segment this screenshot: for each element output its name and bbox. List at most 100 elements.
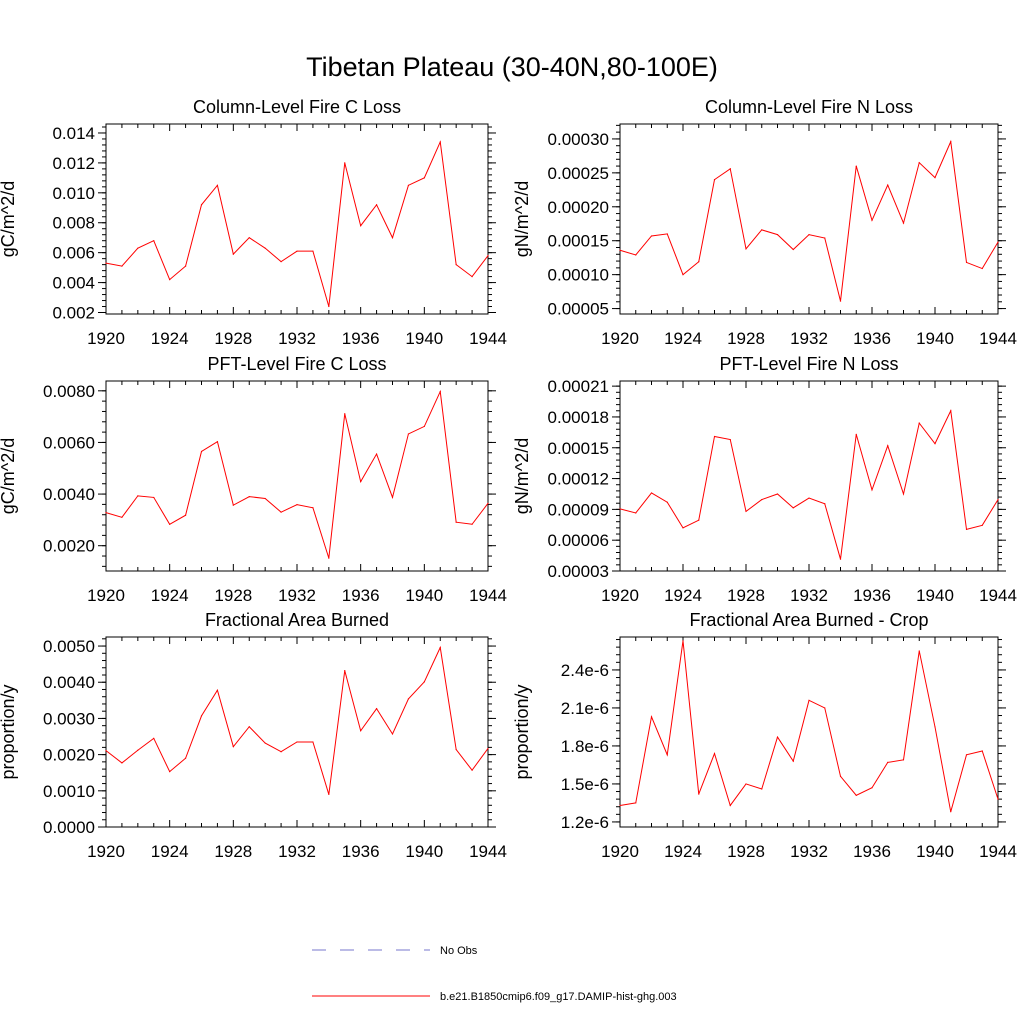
data-point (375, 204, 378, 206)
data-point (619, 508, 621, 510)
x-tick-label: 1928 (214, 842, 252, 861)
data-point (698, 519, 700, 521)
x-tick-label: 1936 (342, 842, 380, 861)
data-point (761, 229, 763, 231)
x-tick-label: 1936 (853, 329, 891, 348)
data-point (264, 497, 266, 500)
x-tick-label: 1924 (664, 586, 702, 605)
data-point (981, 750, 983, 752)
data-point (360, 730, 362, 732)
data-point (407, 698, 410, 700)
chart-panel-5: Fractional Area Burned proportion/y 1920 19… (0, 610, 507, 861)
y-tick-label: 0.00006 (548, 531, 609, 550)
data-point (360, 481, 362, 483)
y-axis-label: proportion/y (512, 684, 532, 779)
data-point (761, 788, 763, 790)
y-tick-label: 0.0040 (43, 673, 95, 692)
x-tick-label: 1944 (469, 842, 507, 861)
data-point (344, 162, 346, 164)
y-tick-label: 0.008 (52, 214, 95, 233)
data-point (666, 233, 668, 235)
x-tick-label: 1924 (151, 329, 189, 348)
data-point (184, 757, 187, 759)
data-point (344, 413, 346, 415)
data-point (153, 737, 155, 739)
y-tick-label: 0.00009 (548, 500, 609, 519)
data-point (264, 247, 266, 249)
data-point (761, 499, 763, 501)
data-point (487, 255, 489, 257)
data-point (248, 496, 250, 498)
legend-label-no-obs: No Obs (440, 945, 478, 957)
data-point (121, 762, 123, 764)
data-point (745, 783, 747, 785)
data-point (391, 237, 394, 239)
plot-frame (105, 380, 489, 572)
data-point (105, 750, 107, 752)
data-point (232, 504, 234, 506)
y-tick-label: 1.5e-6 (561, 775, 609, 794)
data-point (682, 527, 684, 529)
data-point (792, 507, 794, 509)
data-point (200, 715, 203, 717)
x-tick-label: 1944 (979, 586, 1017, 605)
data-point (105, 262, 107, 264)
data-point (887, 761, 889, 764)
data-point (808, 497, 810, 499)
data-point (137, 247, 139, 249)
data-point (887, 184, 889, 186)
x-tick-label: 1920 (601, 329, 639, 348)
data-point (375, 708, 378, 710)
x-tick-label: 1928 (727, 586, 765, 605)
data-point (650, 492, 653, 494)
data-point (121, 265, 123, 267)
data-point (328, 305, 330, 308)
chart-panels: Column-Level Fire C Loss gC/m^2/d 1920 1924… (0, 97, 1017, 861)
data-point (439, 390, 441, 393)
data-point (635, 254, 637, 256)
y-tick-label: 0.00010 (548, 266, 609, 285)
y-tick-label: 0.00015 (548, 439, 609, 458)
data-point (344, 670, 346, 672)
y-axis-label: gN/m^2/d (512, 438, 532, 514)
x-tick-label: 1920 (87, 329, 125, 348)
x-tick-label: 1936 (853, 842, 891, 861)
series-line-1 (105, 389, 489, 559)
x-tick-label: 1932 (278, 329, 316, 348)
y-tick-label: 2.4e-6 (561, 661, 609, 680)
data-point (328, 793, 330, 796)
panel-title: PFT-Level Fire N Loss (719, 354, 898, 374)
y-tick-label: 0.00025 (548, 164, 609, 183)
data-point (169, 278, 171, 281)
data-point (312, 507, 314, 509)
data-point (745, 248, 747, 250)
data-point (713, 435, 716, 438)
data-point (391, 496, 394, 499)
data-point (965, 754, 968, 756)
x-tick-label: 1920 (87, 842, 125, 861)
data-point (871, 787, 873, 789)
data-point (950, 811, 952, 813)
data-point (619, 249, 621, 251)
data-point (776, 234, 779, 236)
panel-title: Fractional Area Burned (205, 610, 389, 630)
data-point (280, 261, 282, 263)
data-point (682, 640, 684, 642)
x-tick-label: 1944 (979, 329, 1017, 348)
data-point (248, 237, 250, 239)
data-point (471, 275, 473, 278)
data-point (360, 225, 362, 227)
data-point (619, 804, 621, 807)
plot-frame (619, 636, 999, 828)
data-point (280, 751, 282, 753)
y-tick-label: 0.0010 (43, 782, 95, 801)
y-tick-label: 0.010 (52, 184, 95, 203)
data-point (698, 261, 700, 263)
data-point (216, 184, 219, 186)
x-tick-label: 1924 (151, 842, 189, 861)
data-point (312, 741, 314, 743)
data-point (439, 646, 441, 649)
x-tick-label: 1936 (342, 329, 380, 348)
data-point (981, 267, 983, 270)
data-point (296, 250, 298, 252)
